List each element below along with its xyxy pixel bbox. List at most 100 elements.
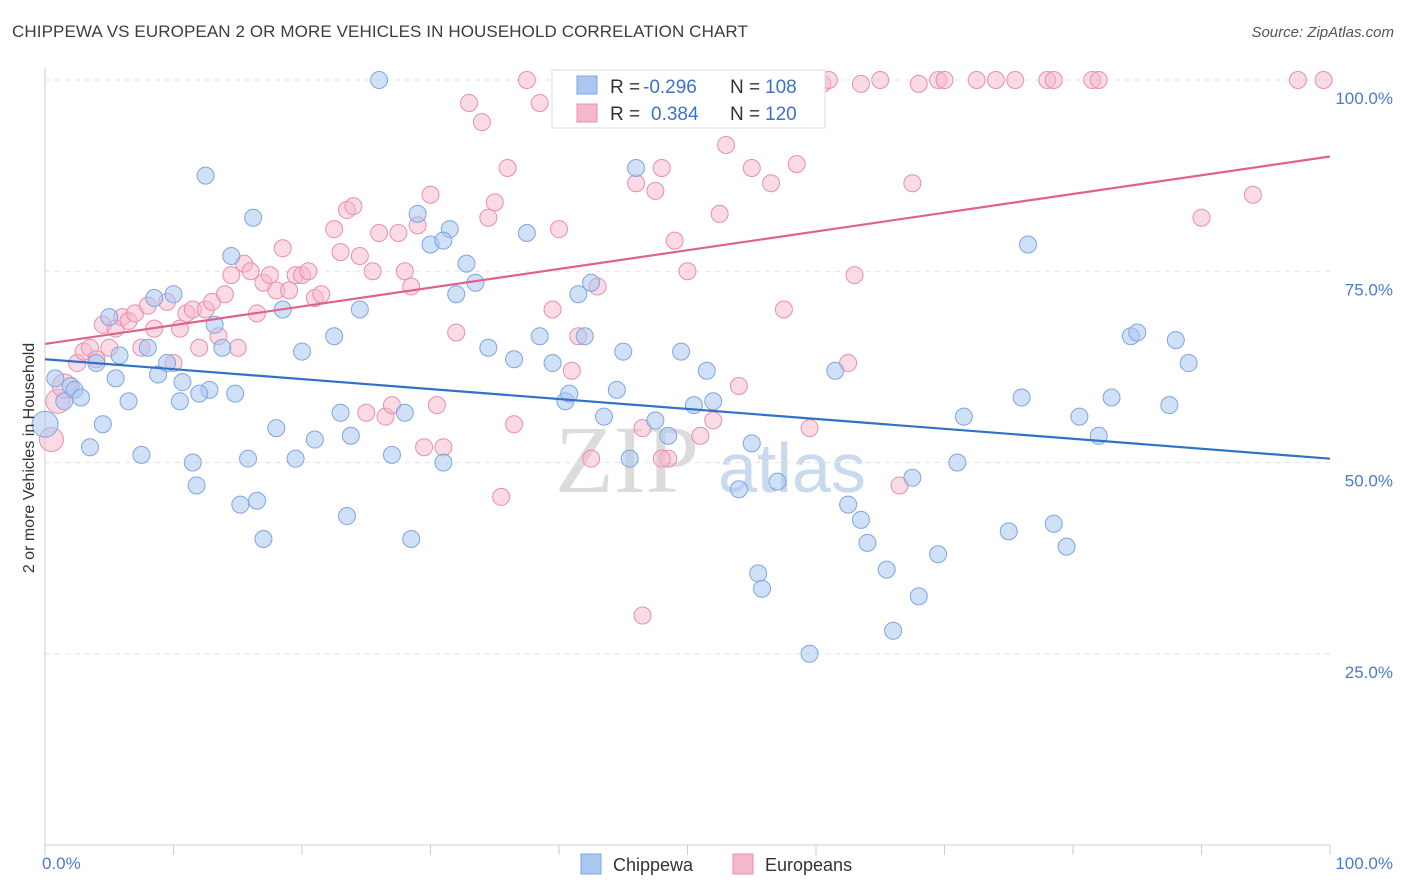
- legend-r-value-chippewa: -0.296: [643, 77, 697, 98]
- y-axis-label: 2 or more Vehicles in Household: [21, 343, 38, 573]
- europeans-point: [678, 262, 697, 281]
- europeans-point: [344, 197, 363, 216]
- chippewa-point: [560, 384, 579, 403]
- europeans-point: [190, 338, 209, 357]
- bottom-legend-swatch-europeans: [732, 853, 754, 875]
- chippewa-point: [100, 308, 119, 327]
- chippewa-point: [395, 403, 414, 422]
- europeans-point: [312, 285, 331, 304]
- europeans-point: [845, 266, 864, 285]
- chippewa-point: [196, 166, 215, 185]
- europeans-point: [273, 239, 292, 258]
- chippewa-point: [530, 327, 549, 346]
- europeans-point: [1089, 71, 1108, 89]
- europeans-point: [447, 323, 466, 342]
- chart-title: CHIPPEWA VS EUROPEAN 2 OR MORE VEHICLES …: [12, 22, 748, 41]
- chippewa-point: [479, 338, 498, 357]
- chippewa-point: [286, 449, 305, 468]
- europeans-point: [460, 93, 479, 112]
- europeans-point: [530, 93, 549, 112]
- chippewa-point: [1012, 388, 1031, 407]
- chippewa-point: [106, 369, 125, 388]
- europeans-point: [325, 220, 344, 239]
- chippewa-point: [46, 369, 65, 388]
- chippewa-point: [909, 587, 928, 606]
- chippewa-point: [164, 285, 183, 304]
- chippewa-point: [132, 445, 151, 464]
- europeans-point: [762, 174, 781, 193]
- chippewa-point: [93, 415, 112, 434]
- europeans-point: [472, 113, 491, 132]
- chippewa-point: [753, 579, 772, 598]
- chippewa-point: [1160, 396, 1179, 415]
- chippewa-point: [1019, 235, 1038, 254]
- europeans-point: [543, 300, 562, 319]
- chippewa-point: [800, 644, 819, 663]
- chippewa-point: [408, 204, 427, 223]
- chippewa-point: [370, 71, 389, 89]
- chippewa-point: [267, 419, 286, 438]
- chippewa-point: [1102, 388, 1121, 407]
- chippewa-point: [594, 407, 613, 426]
- chippewa-point: [543, 354, 562, 373]
- chippewa-point: [337, 507, 356, 526]
- chippewa-point: [239, 449, 258, 468]
- chippewa-point: [569, 285, 588, 304]
- europeans-point: [871, 71, 890, 89]
- chippewa-point: [402, 530, 421, 548]
- chippewa-point: [71, 388, 90, 407]
- europeans-point: [299, 262, 318, 281]
- europeans-point: [434, 438, 453, 457]
- europeans-point: [633, 606, 652, 625]
- chippewa-point: [954, 407, 973, 426]
- chippewa-points: [31, 71, 1198, 663]
- chippewa-point: [447, 285, 466, 304]
- chippewa-point: [851, 510, 870, 529]
- legend-r-value-europeans: 0.384: [651, 104, 699, 125]
- chippewa-point: [293, 342, 311, 361]
- europeans-point: [729, 377, 748, 395]
- europeans-point: [228, 338, 247, 357]
- chippewa-point: [55, 392, 74, 411]
- chippewa-point: [222, 246, 241, 265]
- chippewa-point: [170, 392, 189, 411]
- europeans-point: [717, 136, 736, 155]
- chippewa-point: [173, 373, 192, 392]
- europeans-point: [350, 246, 369, 265]
- y-tick-label-75: 75.0%: [1345, 280, 1393, 299]
- chippewa-point: [607, 380, 626, 399]
- europeans-point: [280, 281, 299, 300]
- chippewa-point: [697, 361, 716, 380]
- chippewa-point: [672, 342, 691, 361]
- source-label: Source: ZipAtlas.com: [1251, 24, 1394, 41]
- chippewa-point: [627, 158, 646, 177]
- europeans-point: [415, 438, 434, 457]
- chippewa-point: [244, 208, 263, 227]
- chippewa-point: [684, 396, 703, 415]
- y-tick-label-100: 100.0%: [1335, 89, 1393, 108]
- europeans-point: [370, 224, 389, 242]
- europeans-point: [774, 300, 793, 319]
- chippewa-point: [903, 468, 922, 487]
- chippewa-point: [575, 327, 594, 346]
- chippewa-point: [382, 445, 401, 464]
- legend-n-value-europeans: 120: [765, 104, 797, 125]
- legend-swatch-europeans: [576, 103, 598, 123]
- europeans-point: [704, 411, 723, 430]
- europeans-point: [550, 220, 568, 239]
- gridlines: [45, 79, 1330, 655]
- stats-legend: R = -0.296 N = 108 R = 0.384 N = 120: [551, 69, 826, 129]
- legend-swatch-chippewa: [576, 75, 598, 95]
- legend-r-label-europeans: R =: [610, 104, 640, 125]
- chippewa-point: [877, 560, 896, 579]
- chippewa-point: [187, 476, 206, 495]
- europeans-point: [742, 158, 761, 177]
- europeans-point: [986, 71, 1005, 89]
- chippewa-point: [1044, 514, 1063, 533]
- chippewa-point: [341, 426, 360, 445]
- europeans-point: [357, 403, 376, 422]
- chippewa-point: [948, 453, 967, 472]
- chippewa-point: [742, 434, 761, 453]
- chippewa-point: [704, 392, 723, 411]
- chippewa-point: [659, 426, 678, 445]
